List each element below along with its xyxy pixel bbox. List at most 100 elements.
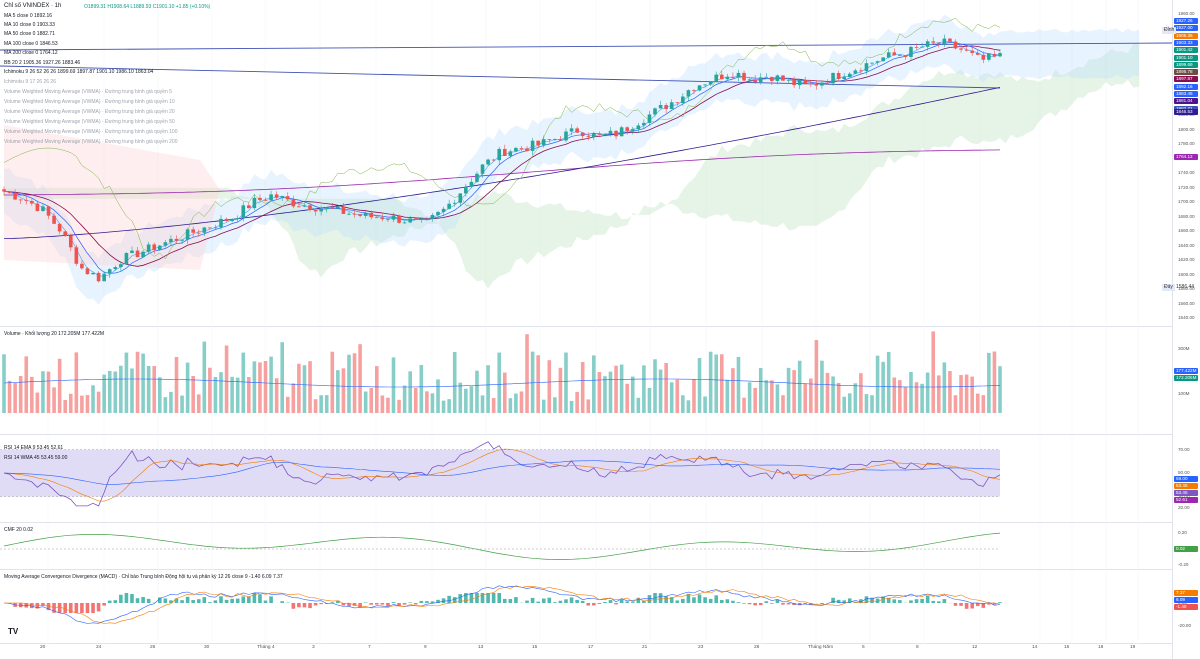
macd-histogram-bar xyxy=(820,603,824,605)
candle-body xyxy=(842,77,847,79)
volume-bar xyxy=(80,395,84,413)
volume-bar xyxy=(553,397,557,413)
macd-histogram-bar xyxy=(208,602,212,603)
legend-ma50[interactable]: MA 50 close 0 1882.71 xyxy=(4,31,55,37)
rsi-legend-1[interactable]: RSI 14 EMA 9 53.45 52.61 xyxy=(4,445,64,451)
candle-body xyxy=(898,55,902,56)
rsi-legend-2[interactable]: RSI 14 WMA 45 53.45 59.00 xyxy=(4,455,68,461)
volume-bar xyxy=(809,378,813,413)
candle-body xyxy=(302,205,307,207)
ichimoku-cloud xyxy=(4,43,1140,289)
macd-histogram-bar xyxy=(603,601,607,603)
macd-histogram-bar xyxy=(202,597,207,603)
legend-vwma-50[interactable]: Volume Weighted Moving Average (VWMA) · … xyxy=(4,119,175,125)
legend-ma10[interactable]: MA 10 close 0 1903.33 xyxy=(4,22,55,28)
rsi-tick: 20.00 xyxy=(1178,505,1190,511)
price-tag: 1901.10 xyxy=(1174,54,1198,61)
volume-bar xyxy=(475,370,479,413)
candle-body xyxy=(575,128,579,133)
cmf-legend[interactable]: CMF 20 0.02 xyxy=(4,527,33,533)
macd-legend[interactable]: Moving Average Convergence Divergence (M… xyxy=(4,574,283,580)
candle-body xyxy=(491,159,496,161)
volume-bar xyxy=(758,368,763,413)
x-tick: 30 xyxy=(204,645,210,650)
macd-histogram-bar xyxy=(875,598,880,603)
legend-ma5[interactable]: MA 5 close 0 1892.16 xyxy=(4,13,53,19)
volume-bar xyxy=(630,376,635,413)
candle-body xyxy=(464,186,468,194)
candle-body xyxy=(235,218,240,219)
candle-body xyxy=(592,133,596,137)
macd-histogram-bar xyxy=(447,595,451,603)
volume-bar xyxy=(174,356,179,413)
macd-histogram-bar xyxy=(57,603,62,613)
candle-body xyxy=(870,62,874,64)
macd-histogram-bar xyxy=(452,597,457,603)
legend-vwma-20[interactable]: Volume Weighted Moving Average (VWMA) · … xyxy=(4,109,175,115)
macd-histogram-bar xyxy=(964,603,969,609)
ma200-line xyxy=(4,149,1001,196)
candle-body xyxy=(52,215,56,224)
volume-bar xyxy=(764,380,769,413)
x-tick: 8 xyxy=(916,645,919,650)
legend-vwma-10[interactable]: Volume Weighted Moving Average (VWMA) · … xyxy=(4,99,175,105)
cmf-tag: 0.02 xyxy=(1174,546,1198,552)
legend-ichimoku-2[interactable]: Ichimoku 9 17 26 26 26 xyxy=(4,79,56,85)
legend-vwma-100[interactable]: Volume Weighted Moving Average (VWMA) · … xyxy=(4,129,178,135)
legend-vwma-5[interactable]: Volume Weighted Moving Average (VWMA) · … xyxy=(4,89,172,95)
chart-canvas[interactable] xyxy=(0,0,1172,659)
symbol-title[interactable]: Chỉ số VNINDEX · 1h xyxy=(4,3,62,9)
macd-histogram-bar xyxy=(35,603,40,609)
macd-histogram-bar xyxy=(163,598,168,603)
volume-bar xyxy=(742,397,746,413)
volume-bar xyxy=(847,393,852,413)
macd-histogram-bar xyxy=(80,603,84,613)
volume-bar xyxy=(208,367,212,413)
macd-histogram-bar xyxy=(247,596,251,603)
volume-bar xyxy=(842,396,847,413)
volume-bar xyxy=(202,341,207,413)
rsi-ema-line xyxy=(3,448,1001,502)
volume-legend[interactable]: Volume · Khối lượng 20 172.205M 177.422M xyxy=(4,331,105,337)
legend-vwma-200[interactable]: Volume Weighted Moving Average (VWMA) · … xyxy=(4,139,178,145)
candle-body xyxy=(803,80,808,84)
cmf-pane[interactable] xyxy=(0,523,1172,570)
macd-histogram-bar xyxy=(408,602,412,603)
volume-bar xyxy=(347,354,351,413)
volume-bar xyxy=(664,363,668,413)
macd-histogram-bar xyxy=(920,598,924,603)
volume-bar xyxy=(52,387,56,413)
legend-ma100[interactable]: MA 100 close 0 1846.53 xyxy=(4,41,58,47)
macd-pane[interactable] xyxy=(0,570,1172,644)
legend-bb[interactable]: BB 20 2 1905.36 1927.26 1883.46 xyxy=(4,60,81,66)
candle-body xyxy=(875,61,880,63)
rsi-tag: 53.45 xyxy=(1174,490,1198,496)
legend-ma200[interactable]: MA 200 close 0 1764.12 xyxy=(4,50,58,56)
macd-histogram-bar xyxy=(241,596,246,603)
volume-bar xyxy=(931,331,936,413)
x-tick: Tháng 4 xyxy=(257,645,275,650)
macd-histogram-bar xyxy=(102,603,106,606)
candle-body xyxy=(619,127,624,137)
macd-histogram-bar xyxy=(914,599,919,603)
price-pane[interactable] xyxy=(0,0,1172,327)
volume-bar xyxy=(898,380,902,413)
macd-histogram-bar xyxy=(936,601,941,603)
macd-histogram-bar xyxy=(491,593,496,603)
candle-body xyxy=(2,189,6,192)
volume-bar xyxy=(892,377,897,413)
volume-bar xyxy=(96,391,101,413)
price-tick: 1540.00 xyxy=(1178,315,1195,321)
volume-pane[interactable] xyxy=(0,327,1172,435)
rsi-pane[interactable] xyxy=(0,435,1172,523)
volume-bar xyxy=(497,352,502,413)
volume-bar xyxy=(658,369,663,413)
macd-histogram-bar xyxy=(742,603,746,604)
macd-histogram-bar xyxy=(85,603,90,613)
macd-histogram-bar xyxy=(636,597,641,603)
x-tick: 23 xyxy=(698,645,704,650)
tradingview-logo[interactable]: TV xyxy=(8,627,19,636)
legend-ichimoku-1[interactable]: Ichimoku 9 26 52 26 26 1899.69 1897.87 1… xyxy=(4,69,154,75)
macd-histogram-bar xyxy=(597,603,602,604)
candle-body xyxy=(886,52,891,58)
